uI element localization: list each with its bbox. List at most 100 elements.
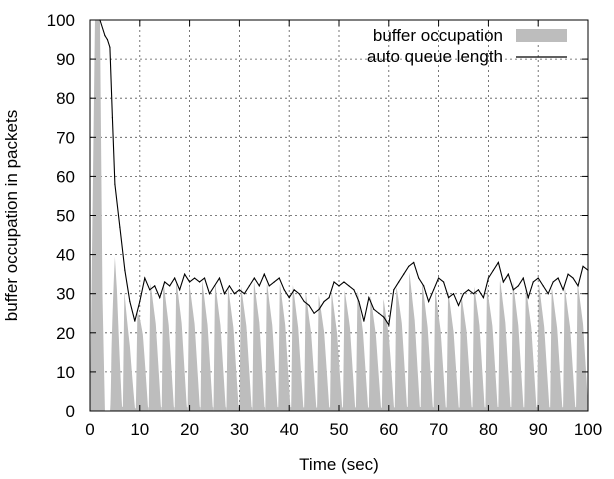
- queue-point: [522, 277, 524, 279]
- queue-point: [218, 277, 221, 279]
- queue-point: [124, 269, 126, 271]
- queue-point: [477, 289, 480, 291]
- queue-point: [208, 293, 211, 295]
- queue-point: [248, 285, 250, 287]
- queue-point: [447, 297, 450, 299]
- queue-point: [179, 289, 181, 291]
- queue-point: [308, 304, 310, 307]
- queue-point: [507, 273, 509, 275]
- queue-point: [313, 312, 315, 314]
- queue-point: [557, 277, 559, 279]
- x-tick-label: 80: [479, 420, 498, 439]
- queue-point: [129, 300, 131, 303]
- queue-point: [144, 277, 146, 279]
- x-axis-title: Time (sec): [299, 455, 379, 474]
- x-tick-label: 20: [180, 420, 199, 439]
- queue-point: [567, 273, 569, 275]
- buffer-occupation-area: [90, 20, 588, 411]
- queue-point: [497, 261, 499, 264]
- queue-point: [438, 277, 440, 279]
- y-tick-label: 60: [56, 167, 75, 186]
- y-tick-label: 70: [56, 128, 75, 147]
- queue-point: [193, 277, 196, 279]
- queue-point: [293, 289, 295, 291]
- queue-point: [189, 281, 191, 283]
- queue-point: [119, 226, 121, 228]
- queue-point: [442, 281, 445, 283]
- queue-point: [552, 281, 554, 283]
- queue-point: [298, 293, 300, 295]
- y-tick-label: 40: [56, 246, 75, 265]
- y-tick-labels: 0 10 20 30 40 50 60 70 80 90 100: [47, 11, 75, 421]
- queue-point: [213, 285, 216, 287]
- queue-point: [403, 273, 405, 275]
- queue-point: [368, 297, 370, 299]
- y-tick-label: 10: [56, 363, 75, 382]
- queue-point: [582, 265, 584, 267]
- queue-point: [114, 183, 116, 185]
- legend: buffer occupation auto queue length: [367, 26, 567, 66]
- queue-point: [517, 285, 519, 287]
- queue-point: [577, 285, 579, 287]
- queue-point: [253, 277, 255, 279]
- queue-point: [111, 117, 114, 119]
- queue-point: [358, 300, 360, 303]
- queue-point: [303, 300, 305, 303]
- legend-swatch-buffer-occupation: [516, 29, 567, 42]
- x-tick-label: 70: [429, 420, 448, 439]
- queue-point: [184, 273, 186, 275]
- queue-point: [423, 285, 425, 287]
- queue-point: [527, 297, 529, 299]
- queue-point: [203, 277, 206, 279]
- queue-point: [288, 297, 290, 299]
- queue-point: [139, 300, 141, 303]
- queue-point: [482, 297, 485, 299]
- queue-point: [169, 285, 171, 287]
- x-tick-label: 40: [280, 420, 299, 439]
- y-axis-title: buffer occupation in packets: [2, 110, 21, 321]
- queue-point: [134, 320, 136, 322]
- queue-point: [388, 324, 390, 326]
- queue-point: [106, 38, 109, 41]
- auto-queue-length-line: [99, 19, 589, 327]
- queue-point: [323, 300, 325, 303]
- queue-point: [373, 308, 375, 310]
- legend-label-auto-queue-length: auto queue length: [367, 47, 503, 66]
- queue-point: [492, 269, 494, 271]
- queue-point: [472, 293, 475, 295]
- queue-point: [512, 289, 514, 291]
- y-tick-label: 30: [56, 285, 75, 304]
- x-tick-label: 60: [379, 420, 398, 439]
- queue-point: [418, 277, 420, 279]
- queue-point: [433, 289, 435, 291]
- queue-point: [258, 285, 260, 287]
- y-tick-label: 80: [56, 89, 75, 108]
- queue-point: [278, 277, 280, 279]
- queue-point: [164, 281, 166, 283]
- y-tick-label: 0: [66, 402, 75, 421]
- tick-marks: [89, 19, 589, 412]
- queue-point: [348, 285, 350, 287]
- queue-point: [502, 281, 504, 283]
- queue-point: [333, 281, 335, 283]
- y-tick-label: 50: [56, 207, 75, 226]
- x-tick-label: 50: [330, 420, 349, 439]
- queue-point: [338, 285, 340, 287]
- queue-point: [562, 289, 564, 291]
- queue-point: [273, 281, 275, 283]
- queue-point: [154, 285, 156, 287]
- queue-point: [457, 304, 460, 307]
- queue-point: [283, 289, 285, 291]
- queue-point: [268, 285, 270, 287]
- queue-point: [263, 273, 265, 275]
- queue-point: [174, 277, 176, 279]
- queue-point: [343, 281, 345, 283]
- queue-point: [223, 293, 226, 295]
- queue-point: [159, 297, 161, 299]
- queue-point: [328, 297, 330, 299]
- x-tick-label: 30: [230, 420, 249, 439]
- legend-label-buffer-occupation: buffer occupation: [373, 26, 503, 45]
- queue-point: [363, 320, 365, 322]
- queue-point: [572, 277, 574, 279]
